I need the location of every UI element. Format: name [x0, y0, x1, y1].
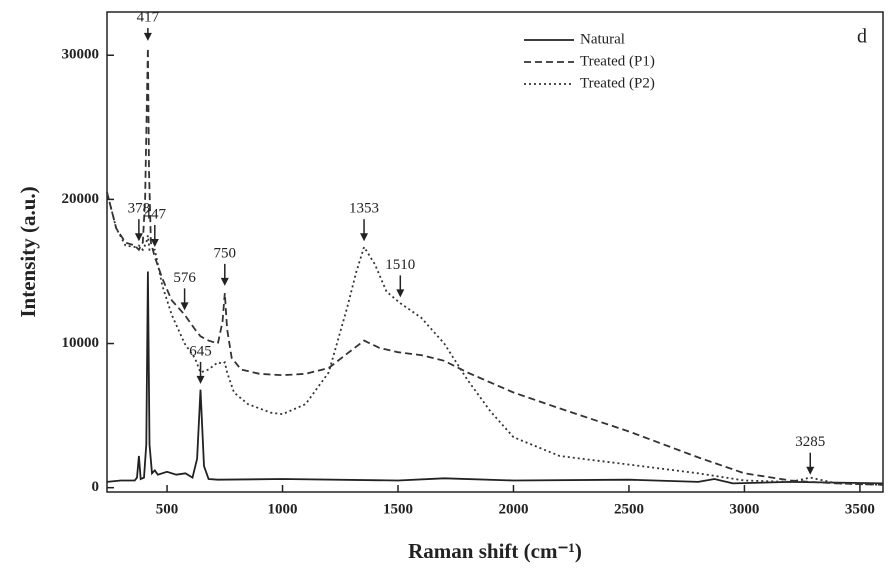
y-axis-title: Intensity (a.u.)	[16, 186, 40, 317]
y-tick-label: 10000	[62, 335, 100, 351]
annotation-label: 750	[214, 245, 237, 261]
x-tick-label: 1000	[268, 501, 298, 517]
series-line	[106, 191, 884, 486]
annotation-label: 447	[144, 206, 167, 222]
x-tick-label: 2500	[614, 501, 644, 517]
plot-frame	[106, 11, 884, 493]
legend-label: Treated (P1)	[580, 53, 655, 69]
annotation-arrowhead	[806, 466, 815, 475]
annotation-arrowhead	[134, 233, 143, 242]
annotation-arrowhead	[150, 238, 159, 247]
series-line	[106, 271, 884, 485]
annotation-label: 3285	[795, 434, 825, 450]
annotation-label: 1353	[349, 201, 379, 217]
x-axis-title: Raman shift (cm⁻¹)	[408, 539, 582, 563]
annotation-arrowhead	[396, 289, 405, 298]
annotation-arrowhead	[196, 375, 205, 384]
x-tick-label: 3500	[845, 501, 875, 517]
legend-label: Treated (P2)	[580, 75, 655, 91]
annotation-arrowhead	[220, 277, 229, 286]
y-tick-label: 0	[92, 479, 100, 495]
annotation-label: 378	[128, 201, 151, 217]
series-line	[106, 47, 884, 486]
annotation-label: 1510	[385, 257, 415, 273]
annotation-arrowhead	[143, 32, 152, 41]
legend-label: Natural	[580, 31, 625, 47]
x-tick-label: 2000	[498, 501, 528, 517]
x-tick-label: 1500	[383, 501, 413, 517]
annotation-label: 417	[137, 9, 160, 25]
y-tick-label: 30000	[62, 47, 100, 63]
annotation-label: 576	[173, 270, 196, 286]
x-tick-label: 500	[156, 501, 179, 517]
annotation-label: 645	[189, 343, 212, 359]
panel-label: d	[857, 26, 867, 48]
annotation-arrowhead	[180, 302, 189, 311]
annotation-arrowhead	[360, 233, 369, 242]
y-tick-label: 20000	[62, 191, 100, 207]
x-tick-label: 3000	[729, 501, 759, 517]
